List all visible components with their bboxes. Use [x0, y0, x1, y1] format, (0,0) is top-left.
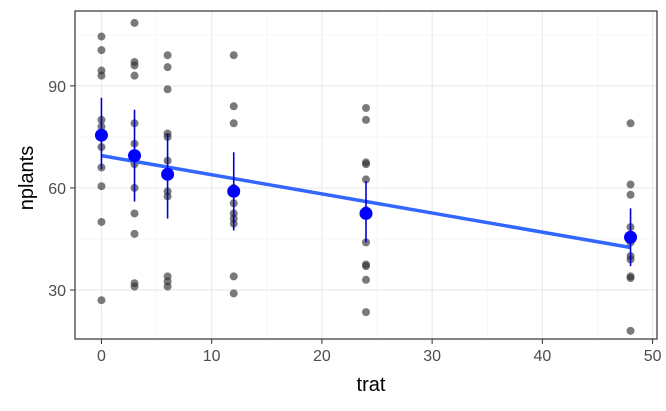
x-tick-label: 20 [313, 348, 331, 365]
data-point [130, 209, 139, 218]
data-point [626, 274, 635, 283]
mean-point [161, 167, 175, 181]
plot-panel [74, 10, 658, 342]
data-point [626, 190, 635, 199]
panel-border [74, 10, 658, 340]
data-point [362, 115, 370, 124]
mean-point [227, 184, 241, 198]
data-point [362, 160, 370, 169]
x-tick-label: 40 [533, 348, 551, 365]
y-tick-label: 60 [48, 181, 66, 198]
data-point [362, 275, 370, 284]
data-point [362, 308, 370, 317]
data-point [130, 282, 139, 291]
x-tick-label: 30 [423, 348, 441, 365]
data-point [130, 71, 139, 80]
data-point [229, 289, 238, 298]
data-point [163, 51, 172, 60]
data-point [163, 282, 172, 291]
data-point [97, 71, 106, 80]
data-point [130, 18, 139, 27]
data-point [362, 103, 370, 112]
mean-point [128, 149, 142, 163]
data-point [97, 32, 106, 41]
data-point [626, 180, 635, 189]
data-point [97, 217, 106, 226]
data-point [97, 46, 106, 55]
data-point [362, 175, 370, 184]
x-axis-title: trat [357, 374, 386, 396]
x-tick-label: 50 [644, 348, 662, 365]
data-point [626, 326, 635, 335]
data-point [97, 182, 106, 191]
data-point [229, 102, 238, 111]
data-point [130, 229, 139, 238]
x-axis: 0 10 20 30 40 50 [97, 339, 662, 365]
data-point [163, 63, 172, 72]
data-point [362, 262, 370, 271]
data-point [229, 119, 238, 128]
data-point [626, 119, 635, 128]
data-point [130, 61, 139, 70]
y-tick-label: 30 [48, 283, 66, 300]
mean-point [94, 128, 108, 142]
y-axis: 30 60 90 [48, 79, 75, 300]
data-point [229, 51, 238, 60]
mean-point [359, 206, 373, 220]
x-tick-label: 0 [97, 348, 106, 365]
x-tick-label: 10 [203, 348, 221, 365]
y-axis-title: nplants [16, 146, 38, 211]
y-tick-label: 90 [48, 79, 66, 96]
data-point [229, 272, 238, 281]
data-point [97, 296, 106, 305]
data-point [163, 85, 172, 94]
mean-point [624, 230, 638, 244]
